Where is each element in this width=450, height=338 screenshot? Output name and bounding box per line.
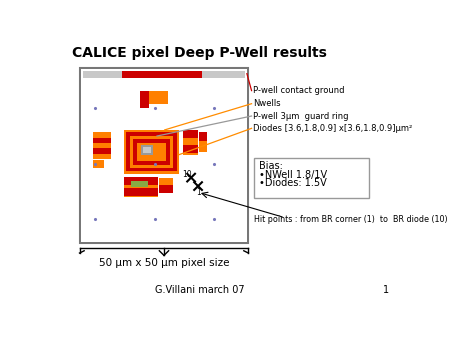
Bar: [141, 145, 153, 154]
Bar: [140, 91, 149, 98]
Bar: [140, 91, 149, 107]
Text: •Diodes: 1.5V: •Diodes: 1.5V: [258, 178, 326, 188]
Bar: [93, 138, 111, 143]
Bar: [140, 98, 168, 104]
Text: 10: 10: [182, 170, 191, 179]
Text: Bias:: Bias:: [258, 162, 283, 171]
Bar: [124, 188, 158, 196]
Bar: [159, 178, 173, 193]
Text: Hit points : from BR corner (1)  to  BR diode (10): Hit points : from BR corner (1) to BR di…: [254, 215, 447, 223]
Text: P-well contact ground: P-well contact ground: [253, 86, 345, 95]
Bar: [93, 143, 111, 148]
Bar: [183, 130, 198, 138]
Text: 1: 1: [383, 285, 390, 295]
Text: 1: 1: [196, 188, 201, 197]
Bar: [199, 132, 207, 141]
Bar: [126, 132, 177, 171]
Bar: [83, 71, 245, 77]
Bar: [124, 177, 158, 185]
Text: P-well 3μm  guard ring: P-well 3μm guard ring: [253, 112, 349, 121]
Bar: [93, 154, 111, 159]
Text: Diodes [3.6,1.8,0.9] x[3.6,1.8,0.9]μm²: Diodes [3.6,1.8,0.9] x[3.6,1.8,0.9]μm²: [253, 124, 412, 133]
Bar: [254, 158, 369, 198]
Text: G.Villani march 07: G.Villani march 07: [155, 285, 244, 295]
Bar: [159, 178, 173, 185]
Bar: [133, 139, 170, 165]
Bar: [124, 130, 180, 174]
Bar: [80, 68, 248, 243]
Text: CALICE pixel Deep P-Well results: CALICE pixel Deep P-Well results: [72, 46, 327, 60]
Bar: [93, 148, 111, 154]
Bar: [93, 132, 111, 138]
Bar: [124, 177, 158, 197]
Bar: [93, 160, 104, 168]
Bar: [143, 147, 151, 153]
Bar: [140, 91, 168, 98]
Bar: [81, 69, 247, 242]
Bar: [183, 130, 198, 155]
Bar: [183, 145, 198, 153]
Bar: [130, 136, 173, 168]
Text: 50 μm x 50 μm pixel size: 50 μm x 50 μm pixel size: [99, 259, 229, 268]
Bar: [149, 91, 168, 98]
Bar: [130, 181, 148, 187]
Bar: [199, 132, 207, 152]
Bar: [122, 71, 202, 77]
Text: Nwells: Nwells: [253, 99, 281, 108]
Bar: [137, 143, 166, 161]
Text: •NWell 1.8/1V: •NWell 1.8/1V: [258, 170, 327, 180]
